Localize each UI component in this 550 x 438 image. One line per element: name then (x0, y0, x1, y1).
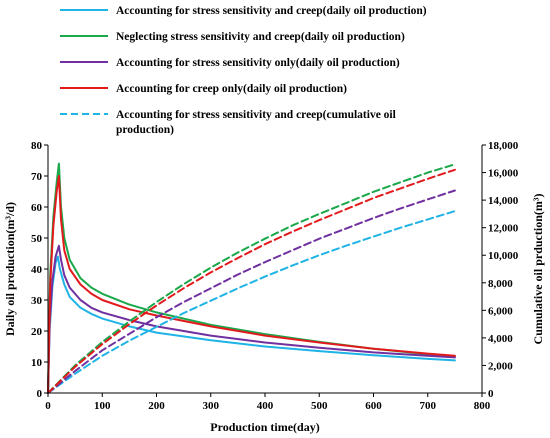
x-tick-label: 800 (474, 400, 491, 412)
legend-item: Accounting for stress sensitivity and cr… (60, 5, 427, 17)
legend-item: Accounting for stress sensitivity and cr… (60, 109, 396, 136)
x-axis-ticks: 0 100 200 300 400 500 600 700 800 (45, 393, 491, 412)
legend-item: Accounting for creep only(daily oil prod… (60, 83, 347, 95)
cumulative-series-line-6 (47, 189, 456, 394)
right-y-axis-title: Cumulative oil prduction(m³) (531, 194, 545, 345)
left-y-tick-label: 70 (31, 171, 43, 183)
legend-label: Accounting for stress sensitivity only(d… (116, 57, 400, 69)
legend-label: Accounting for stress sensitivity and cr… (116, 109, 396, 121)
x-tick-label: 500 (311, 400, 328, 412)
right-y-tick-label: 2,000 (488, 360, 513, 372)
x-tick-label: 600 (365, 400, 382, 412)
daily-series-line-3 (47, 175, 456, 394)
right-y-tick-label: 12,000 (488, 223, 519, 235)
cumulative-series-line-5 (47, 163, 456, 394)
legend-label: production) (116, 124, 174, 136)
legend-label: Accounting for stress sensitivity and cr… (116, 5, 427, 17)
right-y-tick-label: 8,000 (488, 278, 513, 290)
left-y-tick-label: 40 (31, 264, 43, 276)
daily-series-line-1 (47, 162, 456, 394)
legend-item: Accounting for stress sensitivity only(d… (60, 57, 400, 69)
left-y-tick-label: 50 (31, 233, 43, 245)
plot-area: 0 100 200 300 400 500 600 700 800 01020304050607… (3, 140, 545, 434)
daily-series-line-0 (47, 255, 456, 394)
legend-label: Neglecting stress sensitivity and creep(… (116, 31, 405, 43)
cumulative-series-line-4 (47, 210, 456, 394)
left-y-tick-label: 20 (31, 326, 43, 338)
right-y-axis-ticks: 0 2,000 4,000 6,000 8,000 10,000 12,000 14,000 1… (482, 140, 519, 400)
x-tick-label: 100 (94, 400, 111, 412)
legend: Accounting for stress sensitivity and cr… (60, 5, 427, 136)
legend-label: Accounting for creep only(daily oil prod… (116, 83, 347, 95)
left-y-axis-title: Daily oil production(m³/d) (3, 202, 17, 336)
daily-series-line-2 (47, 244, 456, 394)
right-y-tick-label: 6,000 (488, 305, 513, 317)
left-y-tick-label: 10 (31, 357, 43, 369)
left-y-axis-ticks: 0 10 20 30 40 50 60 70 80 (31, 140, 48, 400)
right-y-tick-label: 0 (488, 388, 494, 400)
x-axis-title: Production time(day) (210, 420, 319, 434)
legend-item: Neglecting stress sensitivity and creep(… (60, 31, 405, 43)
x-tick-label: 400 (257, 400, 274, 412)
x-tick-label: 200 (148, 400, 165, 412)
right-y-tick-label: 14,000 (488, 195, 519, 207)
x-tick-label: 700 (420, 400, 437, 412)
left-y-tick-label: 60 (31, 202, 43, 214)
x-tick-label: 300 (203, 400, 220, 412)
right-y-tick-label: 18,000 (488, 140, 519, 152)
right-y-tick-label: 4,000 (488, 333, 513, 345)
left-y-tick-label: 0 (37, 388, 43, 400)
left-y-tick-label: 30 (31, 295, 43, 307)
left-y-tick-label: 80 (31, 140, 43, 152)
right-y-tick-label: 16,000 (488, 168, 519, 180)
series-layer (47, 162, 456, 394)
right-y-tick-label: 10,000 (488, 250, 519, 262)
x-tick-label: 0 (45, 400, 51, 412)
cumulative-series-line-7 (47, 168, 456, 394)
